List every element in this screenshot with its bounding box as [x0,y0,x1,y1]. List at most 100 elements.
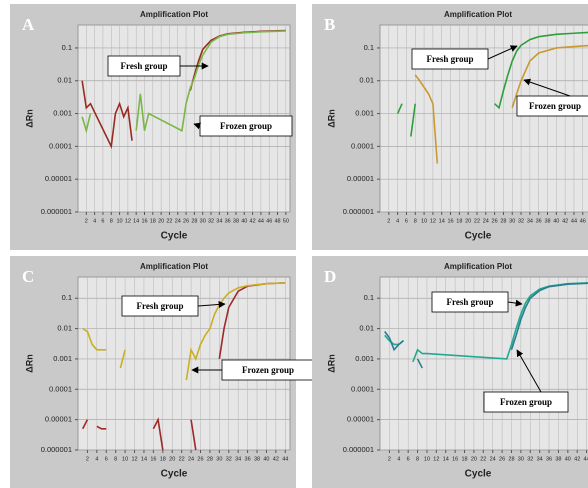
x-tick-label: 44 [584,456,588,462]
x-tick-label: 20 [471,456,477,462]
x-tick-label: 40 [553,218,559,224]
y-tick-label: 0.00001 [347,415,374,424]
x-tick-label: 24 [490,456,496,462]
x-tick-label: 38 [254,456,260,462]
x-tick-label: 32 [208,218,214,224]
chart-title: Amplification Plot [444,10,512,19]
y-tick-label: 0.000001 [41,445,72,454]
x-tick-label: 42 [273,456,279,462]
panel: A Amplification Plot Cycle ΔRn 0.000001 0.000… [10,4,296,250]
callout-arrow [516,349,542,393]
x-tick-label: 30 [200,218,206,224]
x-tick-label: 12 [131,456,137,462]
y-axis-label: ΔRn [326,109,336,127]
x-tick-label: 4 [396,218,399,224]
panel-letter: C [22,267,34,286]
x-tick-label: 30 [518,456,524,462]
x-tick-label: 36 [245,456,251,462]
y-tick-label: 0.01 [359,324,374,333]
series-line [384,282,588,369]
callout-box [483,391,569,413]
x-tick-label: 8 [414,218,417,224]
x-tick-label: 48 [274,218,280,224]
panel-letter: D [324,267,336,286]
y-tick-label: 0.01 [57,324,72,333]
x-tick-label: 22 [474,218,480,224]
x-tick-label: 22 [179,456,185,462]
callout-arrow [523,78,571,97]
callout-label: Frozen group [242,365,294,375]
x-tick-label: 4 [93,218,96,224]
x-tick-label: 20 [158,218,164,224]
x-tick-label: 26 [492,218,498,224]
y-tick-label: 0.001 [355,109,374,118]
x-tick-label: 18 [456,218,462,224]
x-tick-label: 22 [166,218,172,224]
x-tick-label: 14 [439,218,445,224]
x-tick-label: 40 [263,456,269,462]
x-tick-label: 4 [397,456,400,462]
chart-title: Amplification Plot [444,262,512,271]
callout-arrow [197,300,226,308]
y-tick-label: 0.0001 [351,141,374,150]
x-tick-label: 46 [580,218,586,224]
x-tick-label: 36 [546,456,552,462]
x-tick-label: 44 [282,456,288,462]
x-tick-label: 40 [565,456,571,462]
x-tick-label: 18 [160,456,166,462]
series-line [81,282,286,451]
x-tick-label: 2 [86,456,89,462]
series-line [82,282,286,381]
y-tick-label: 0.000001 [41,207,72,216]
x-tick-label: 18 [150,218,156,224]
x-tick-label: 14 [141,456,147,462]
x-axis-label: Cycle [161,231,188,242]
x-tick-label: 36 [536,218,542,224]
panel-letter: A [22,15,35,34]
x-tick-label: 14 [443,456,449,462]
y-tick-label: 0.00001 [45,174,72,183]
y-tick-label: 0.0001 [351,384,374,393]
x-tick-label: 38 [233,218,239,224]
panel-letter: B [324,15,335,34]
x-tick-label: 34 [216,218,222,224]
callout-label: Fresh group [121,61,168,71]
x-tick-label: 24 [188,456,194,462]
y-tick-label: 0.000001 [343,445,374,454]
x-tick-label: 28 [191,218,197,224]
x-tick-label: 34 [527,218,533,224]
x-tick-label: 34 [235,456,241,462]
x-tick-label: 12 [430,218,436,224]
callout-label: Frozen group [500,397,552,407]
x-tick-label: 8 [114,456,117,462]
x-tick-label: 12 [125,218,131,224]
x-tick-label: 14 [133,218,139,224]
x-tick-label: 34 [537,456,543,462]
x-tick-label: 30 [509,218,515,224]
y-tick-label: 0.001 [53,109,72,118]
x-tick-label: 40 [241,218,247,224]
x-tick-label: 10 [117,218,123,224]
x-tick-label: 2 [387,218,390,224]
y-tick-label: 0.1 [364,43,374,52]
x-tick-label: 26 [197,456,203,462]
series-line [81,30,286,134]
x-tick-label: 32 [226,456,232,462]
y-tick-label: 0.1 [364,293,374,302]
x-tick-label: 10 [424,456,430,462]
x-tick-label: 36 [225,218,231,224]
x-tick-label: 16 [452,456,458,462]
callout-arrow [193,122,202,130]
callout-arrow [507,299,523,307]
callout-label: Fresh group [137,301,184,311]
x-tick-label: 50 [283,218,289,224]
y-tick-label: 0.01 [359,76,374,85]
y-tick-label: 0.000001 [343,207,374,216]
x-tick-label: 44 [571,218,577,224]
x-tick-label: 2 [388,456,391,462]
x-tick-label: 6 [407,456,410,462]
x-tick-label: 24 [483,218,489,224]
y-tick-label: 0.001 [355,354,374,363]
x-tick-label: 2 [85,218,88,224]
